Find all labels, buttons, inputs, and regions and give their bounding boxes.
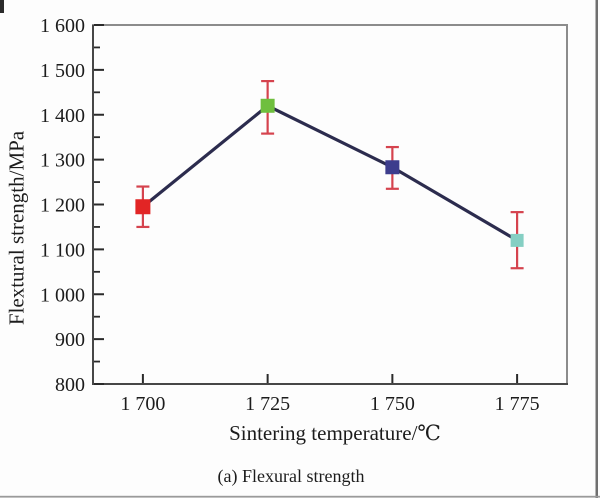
y-tick-label: 1 400 (40, 105, 85, 127)
x-tick-label: 1 750 (370, 393, 415, 415)
y-tick-label: 1 300 (40, 150, 85, 172)
y-tick-label: 1 100 (40, 239, 85, 261)
x-axis-label: Sintering temperature/℃ (229, 421, 441, 445)
figure-caption: (a) Flexural strength (218, 466, 365, 487)
y-tick-label: 900 (55, 329, 85, 351)
y-tick-label: 800 (55, 374, 85, 396)
scan-artifact-bottom-edge (0, 495, 600, 498)
scan-artifact-right-edge (595, 0, 598, 498)
y-tick-label: 1 200 (40, 195, 85, 217)
x-tick-label: 1 775 (495, 393, 540, 415)
data-point-marker (260, 98, 275, 113)
x-tick-label: 1 725 (245, 393, 290, 415)
data-point-marker (510, 233, 524, 247)
y-axis-label: Flextural strength/MPa (4, 130, 28, 325)
y-tick-label: 1 600 (40, 15, 85, 37)
data-point-marker (385, 160, 400, 175)
x-tick-label: 1 700 (120, 393, 165, 415)
chart-generated-layer: 800 900 1 000 1 100 1 200 1 300 1 400 1 500 1 60… (40, 15, 568, 415)
y-tick-label: 1 000 (40, 284, 85, 306)
y-tick-label: 1 500 (40, 60, 85, 82)
scan-artifact-corner-mark (0, 0, 4, 13)
data-point-marker (135, 199, 151, 215)
data-line (141, 103, 519, 242)
